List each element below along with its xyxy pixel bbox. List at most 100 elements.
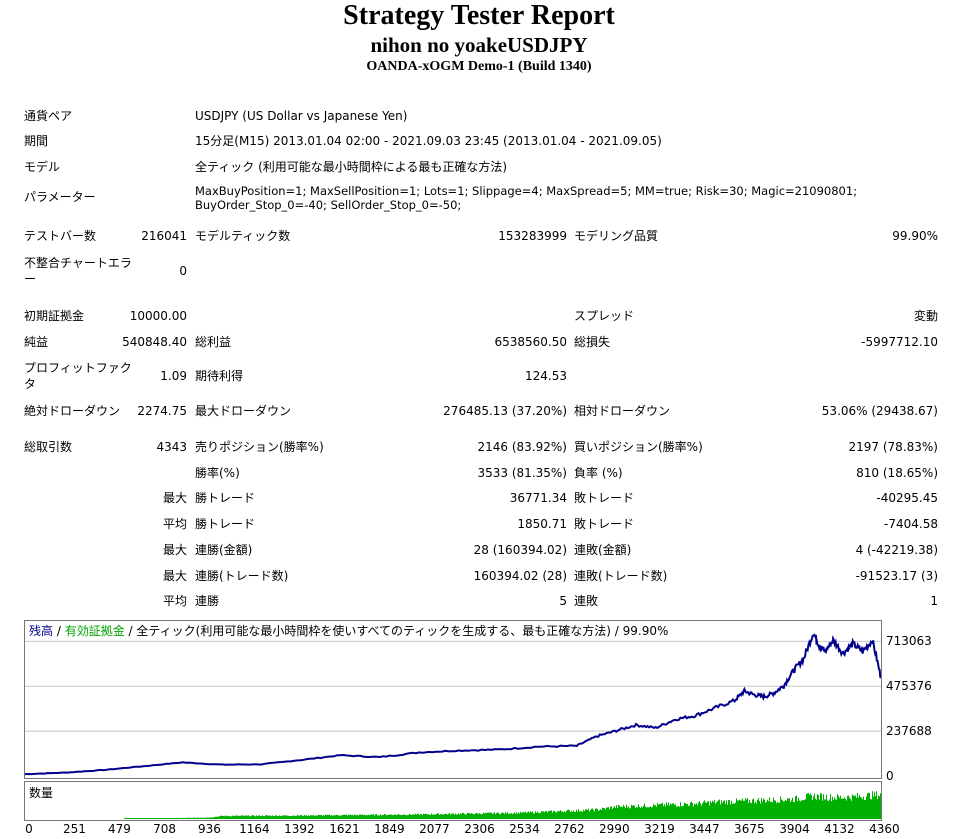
x-tick-label-9: 2077 — [419, 822, 450, 836]
volume-bar — [769, 797, 770, 819]
volume-bar — [137, 818, 138, 819]
volume-bar — [306, 815, 307, 819]
volume-bar — [528, 811, 529, 819]
volume-bar — [284, 815, 285, 819]
volume-bar — [735, 802, 736, 819]
volume-bar — [714, 799, 715, 819]
volume-bar — [588, 808, 589, 819]
volume-bar — [210, 817, 211, 819]
volume-bar — [704, 800, 705, 819]
volume-bar — [554, 810, 555, 819]
volume-bar — [371, 814, 372, 819]
y-tick-label-2: 237688 — [886, 724, 932, 739]
volume-bar — [879, 796, 880, 819]
volume-bar — [700, 803, 701, 819]
win-rate-value: 3533 (81.35%) — [477, 466, 567, 480]
volume-bar — [786, 800, 787, 819]
volume-bar — [516, 812, 517, 819]
volume-bar — [355, 815, 356, 819]
x-tick-label-8: 1849 — [374, 822, 405, 836]
volume-bar — [861, 797, 862, 819]
volume-bar — [338, 815, 339, 819]
volume-bar — [219, 816, 220, 819]
volume-bar — [750, 802, 751, 819]
volume-bar — [640, 808, 641, 819]
volume-bar — [621, 806, 622, 819]
volume-bar — [213, 817, 214, 819]
volume-bar — [678, 806, 679, 819]
volume-bar — [810, 793, 811, 819]
volume-bar — [676, 806, 677, 819]
volume-bar — [687, 803, 688, 819]
model-label: モデル — [24, 160, 61, 174]
volume-bar — [860, 796, 861, 819]
volume-bar — [812, 800, 813, 819]
volume-bar — [191, 817, 192, 819]
volume-bar — [559, 811, 560, 819]
volume-bar — [168, 818, 169, 819]
volume-bar — [246, 815, 247, 819]
volume-bar — [757, 799, 758, 819]
volume-bar — [522, 812, 523, 819]
volume-bar — [682, 806, 683, 819]
volume-bar — [241, 815, 242, 819]
volume-bar — [214, 817, 215, 819]
volume-bar — [798, 797, 799, 819]
volume-bar — [818, 795, 819, 819]
legend-equity: 有効証拠金 — [64, 624, 125, 638]
volume-bar — [203, 817, 204, 819]
volume-bar — [815, 798, 816, 819]
volume-bar — [236, 815, 237, 819]
volume-bar — [781, 799, 782, 819]
volume-bar — [362, 814, 363, 819]
volume-bar — [726, 800, 727, 819]
volume-bar — [733, 803, 734, 819]
volume-bar — [181, 817, 182, 819]
volume-bar — [732, 803, 733, 819]
volume-bar — [317, 815, 318, 819]
volume-bar — [527, 812, 528, 819]
volume-bar — [805, 799, 806, 819]
volume-bar — [806, 793, 807, 819]
volume-bar — [457, 814, 458, 819]
volume-bar — [438, 813, 439, 819]
volume-bar — [502, 812, 503, 819]
volume-bar — [543, 811, 544, 819]
x-tick-label-7: 1621 — [329, 822, 360, 836]
volume-bar — [384, 814, 385, 819]
volume-bar — [641, 806, 642, 819]
volume-bar — [652, 806, 653, 819]
volume-bar — [305, 815, 306, 819]
volume-bar — [252, 815, 253, 819]
volume-bar — [494, 812, 495, 819]
volume-bar — [420, 814, 421, 819]
volume-bar — [358, 815, 359, 819]
volume-bar — [796, 795, 797, 819]
volume-bar — [647, 807, 648, 819]
volume-bar — [334, 815, 335, 819]
volume-bar — [863, 796, 864, 819]
volume-bar — [583, 809, 584, 819]
volume-bar — [688, 805, 689, 819]
volume-bar — [822, 800, 823, 819]
volume-bar — [872, 791, 873, 819]
volume-bar — [364, 814, 365, 819]
consec-wins-money-value: 28 (160394.02) — [473, 543, 567, 557]
volume-bar — [180, 818, 181, 819]
volume-bar — [178, 817, 179, 819]
ticks-label: モデルティック数 — [195, 229, 291, 243]
volume-bar — [142, 818, 143, 819]
volume-bar — [544, 812, 545, 819]
volume-bar — [601, 809, 602, 819]
y-tick-label-0: 713063 — [886, 634, 932, 649]
volume-bar — [293, 815, 294, 819]
volume-bar — [762, 801, 763, 819]
max-consec-money-prefix: 最大 — [162, 543, 187, 557]
volume-bar — [346, 814, 347, 819]
short-positions-label: 売りポジション(勝率%) — [195, 440, 324, 454]
volume-bar — [250, 816, 251, 819]
volume-bar — [701, 805, 702, 819]
volume-bar — [158, 818, 159, 819]
volume-bar — [673, 803, 674, 819]
volume-bar — [372, 814, 373, 819]
